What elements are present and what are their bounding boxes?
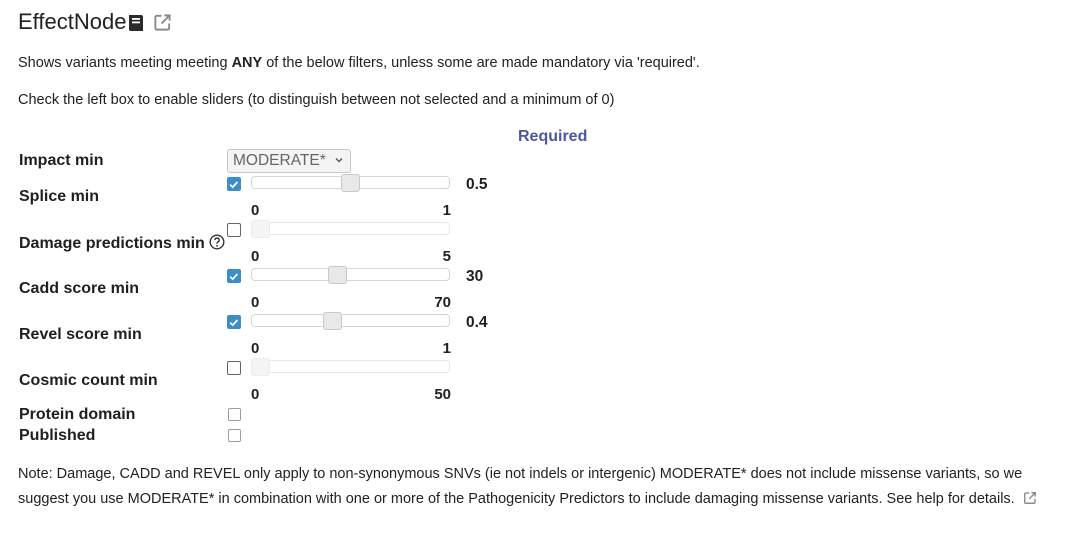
revel-score-min-range-min: 0	[251, 340, 260, 357]
cosmic-count-min-range-max: 50	[434, 386, 451, 403]
cosmic-count-min-enable-checkbox[interactable]	[227, 361, 241, 375]
splice-min-label: Splice min	[19, 188, 100, 205]
external-link-icon[interactable]	[1023, 491, 1037, 505]
intro-line-1: Shows variants meeting meeting ANY of th…	[18, 55, 700, 71]
intro-line-2: Check the left box to enable sliders (to…	[18, 92, 615, 108]
cosmic-count-min-slider	[251, 358, 450, 376]
cadd-score-min-slider[interactable]	[251, 266, 450, 284]
cadd-score-min-slider-handle[interactable]	[328, 266, 347, 284]
cadd-score-min-label: Cadd score min	[19, 280, 140, 297]
revel-score-min-enable-checkbox[interactable]	[227, 315, 241, 329]
protein-domain-label: Protein domain	[19, 406, 136, 423]
damage-predictions-min-slider	[251, 220, 450, 238]
revel-score-min-range-max: 1	[442, 340, 451, 357]
cosmic-count-min-range-min: 0	[251, 386, 260, 403]
splice-min-enable-checkbox[interactable]	[227, 177, 241, 191]
revel-score-min-slider[interactable]	[251, 312, 450, 330]
splice-min-range-min: 0	[251, 202, 260, 219]
damage-predictions-min-range-max: 5	[442, 248, 451, 265]
published-label: Published	[19, 427, 96, 444]
impact-min-selected-value: MODERATE*	[233, 152, 326, 169]
splice-min-slider[interactable]	[251, 174, 450, 192]
impact-min-label: Impact min	[19, 152, 104, 169]
cosmic-count-min-label: Cosmic count min	[19, 372, 158, 389]
checkmark-icon	[229, 181, 239, 189]
published-checkbox[interactable]	[228, 429, 241, 442]
damage-predictions-min-text: Damage predictions min	[19, 235, 205, 252]
revel-score-min-slider-handle[interactable]	[323, 312, 342, 330]
chevron-down-icon	[335, 158, 343, 163]
revel-score-min-value: 0.4	[466, 314, 488, 331]
revel-score-min-label: Revel score min	[19, 326, 142, 343]
splice-min-range-max: 1	[442, 202, 451, 219]
damage-predictions-min-label: Damage predictions min	[19, 234, 225, 253]
impact-min-select[interactable]: MODERATE*	[227, 149, 351, 173]
cadd-score-min-enable-checkbox[interactable]	[227, 269, 241, 283]
required-column-header: Required	[518, 128, 588, 145]
damage-predictions-min-slider-handle	[251, 220, 270, 238]
cadd-score-min-range-min: 0	[251, 294, 260, 311]
book-icon[interactable]	[126, 13, 146, 33]
footnote: Note: Damage, CADD and REVEL only apply …	[18, 462, 1068, 512]
checkmark-icon	[229, 319, 239, 327]
checkmark-icon	[229, 273, 239, 281]
damage-predictions-min-enable-checkbox[interactable]	[227, 223, 241, 237]
cosmic-count-min-slider-handle	[251, 358, 270, 376]
splice-min-value: 0.5	[466, 176, 488, 193]
splice-min-slider-handle[interactable]	[341, 174, 360, 192]
damage-predictions-min-range-min: 0	[251, 248, 260, 265]
node-title: EffectNode	[18, 9, 127, 34]
cadd-score-min-value: 30	[466, 268, 484, 285]
question-circle-icon[interactable]	[209, 234, 225, 250]
external-link-icon[interactable]	[153, 13, 172, 32]
cadd-score-min-range-max: 70	[434, 294, 451, 311]
protein-domain-checkbox[interactable]	[228, 408, 241, 421]
footnote-text: Note: Damage, CADD and REVEL only apply …	[18, 466, 1023, 507]
